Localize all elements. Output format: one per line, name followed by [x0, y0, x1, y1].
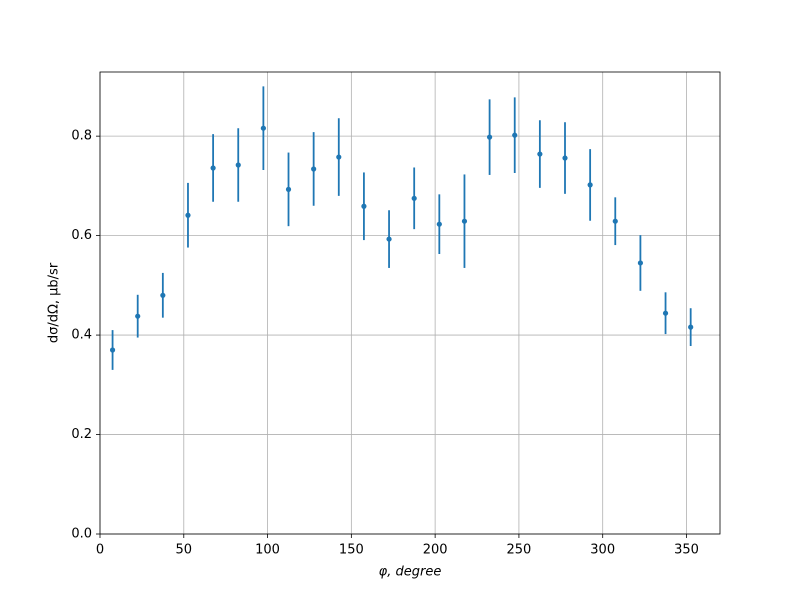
data-point [109, 347, 116, 353]
y-tick-label: 0.8 [71, 129, 92, 144]
data-point [135, 313, 141, 319]
x-tick-label: 0 [96, 543, 104, 558]
data-point [486, 134, 493, 140]
x-axis-label: φ, degree [379, 565, 442, 580]
data-point [235, 162, 241, 168]
data-point [361, 203, 367, 209]
data-point [411, 195, 417, 201]
data-point [688, 324, 694, 330]
data-point [662, 310, 669, 316]
y-axis-label: dσ/dΩ, μb/sr [47, 262, 62, 343]
x-tick-label: 100 [255, 543, 280, 558]
data-point [562, 155, 568, 161]
x-tick-label: 250 [507, 543, 532, 558]
data-point [512, 132, 518, 138]
data-point [637, 260, 644, 266]
data-point [587, 182, 593, 188]
plot-area [99, 72, 720, 535]
data-point [386, 236, 392, 242]
data-point [160, 292, 166, 298]
x-tick-label: 200 [423, 543, 448, 558]
data-point [311, 166, 317, 172]
x-tick-label: 350 [674, 543, 699, 558]
data-point [537, 151, 543, 157]
y-tick-label: 0.6 [71, 228, 92, 243]
y-tick-label: 0.4 [71, 328, 92, 343]
data-point [185, 212, 191, 218]
data-point [260, 125, 266, 131]
axes-frame [99, 71, 721, 535]
data-point [612, 218, 618, 224]
y-tick-label: 0.2 [71, 427, 92, 442]
y-tick-label: 0.0 [71, 527, 92, 542]
data-point [285, 186, 292, 192]
x-tick-label: 300 [590, 543, 615, 558]
data-point [336, 154, 342, 160]
x-tick-label: 150 [339, 543, 364, 558]
data-point [210, 165, 216, 171]
data-point [436, 221, 442, 227]
data-point [461, 218, 468, 224]
x-tick-label: 50 [176, 543, 193, 558]
